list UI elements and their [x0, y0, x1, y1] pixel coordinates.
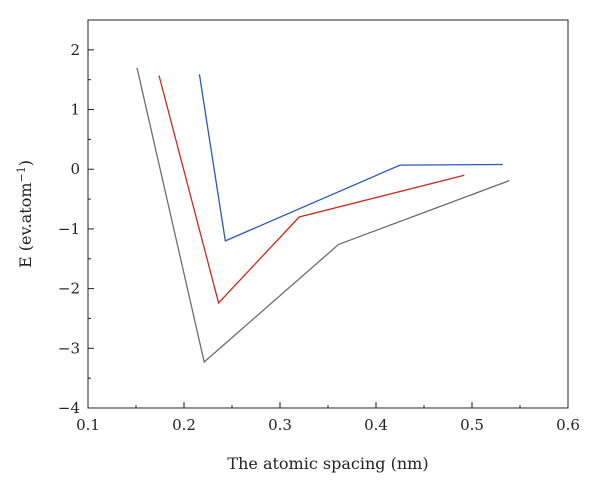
y-axis-title-superscript: −1 — [15, 166, 28, 182]
series-line-1 — [136, 67, 510, 364]
y-tick-label: −3 — [58, 339, 80, 357]
x-tick-label: 0.5 — [460, 416, 484, 434]
x-tick-label: 0.3 — [268, 416, 292, 434]
y-tick-label: −2 — [58, 280, 80, 298]
series-line-3 — [198, 74, 503, 242]
y-axis-title-suffix: ) — [16, 160, 35, 166]
y-axis-title: E (ev.atom−1) — [15, 160, 35, 268]
x-tick-label: 0.1 — [76, 416, 100, 434]
y-tick-labels: −4 −3 −2 −1 0 1 2 — [58, 41, 80, 417]
x-tick-label: 0.2 — [172, 416, 196, 434]
x-tick-label: 0.6 — [556, 416, 580, 434]
y-tick-label: 0 — [70, 160, 80, 178]
y-tick-label: −4 — [58, 399, 80, 417]
x-axis-title: The atomic spacing (nm) — [227, 454, 428, 473]
x-tick-labels: 0.1 0.2 0.3 0.4 0.5 0.6 — [76, 416, 580, 434]
major-ticks — [87, 49, 569, 409]
y-axis-title-prefix: E (ev.atom — [16, 182, 35, 267]
y-tick-label: 2 — [70, 41, 80, 59]
x-tick-label: 0.4 — [364, 416, 388, 434]
series-group — [136, 67, 510, 364]
series-line-2 — [158, 75, 465, 305]
y-tick-label: −1 — [58, 220, 80, 238]
y-tick-label: 1 — [70, 101, 80, 119]
minor-ticks — [88, 19, 521, 408]
